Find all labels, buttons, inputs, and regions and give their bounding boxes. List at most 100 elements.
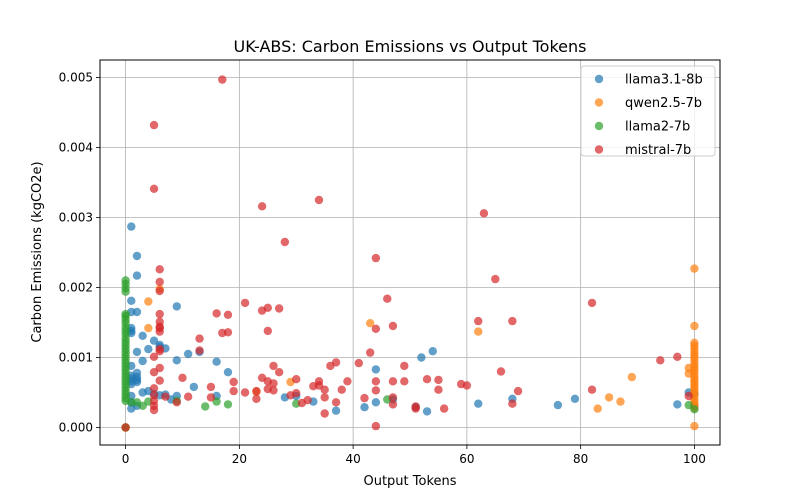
data-point-mistral-7b	[411, 404, 420, 413]
data-point-mistral-7b	[388, 321, 398, 331]
data-point-mistral-7b	[155, 286, 164, 296]
data-point-mistral-7b	[422, 375, 432, 384]
data-point-mistral-7b	[326, 361, 335, 371]
data-point-mistral-7b	[434, 375, 443, 385]
data-point-llama3-1-8b	[360, 403, 369, 412]
data-point-qwen2-5-7b	[604, 393, 614, 402]
data-point-mistral-7b	[365, 348, 375, 357]
data-point-mistral-7b	[343, 377, 352, 386]
data-point-mistral-7b	[439, 404, 449, 413]
data-point-mistral-7b	[400, 361, 409, 371]
data-point-llama3-1-8b	[127, 222, 136, 231]
legend-marker-llama3-1-8b	[594, 74, 604, 84]
data-point-mistral-7b	[513, 386, 523, 396]
data-point-mistral-7b	[149, 120, 159, 130]
data-point-mistral-7b	[155, 376, 164, 385]
data-point-mistral-7b	[212, 309, 221, 318]
data-points	[121, 75, 699, 432]
data-point-mistral-7b	[161, 392, 170, 401]
data-point-mistral-7b	[257, 306, 267, 315]
data-point-mistral-7b	[274, 304, 284, 313]
data-point-llama3-1-8b	[212, 357, 221, 366]
data-point-mistral-7b	[149, 352, 159, 361]
legend-marker-llama2-7b	[594, 121, 604, 131]
data-point-mistral-7b	[240, 388, 250, 397]
data-point-qwen2-5-7b	[616, 397, 625, 406]
data-point-mistral-7b	[155, 323, 164, 333]
data-point-mistral-7b	[155, 277, 164, 287]
data-point-mistral-7b	[587, 298, 597, 308]
data-point-llama3-1-8b	[132, 251, 142, 261]
data-point-mistral-7b	[371, 377, 381, 386]
legend-label-qwen2-5-7b: qwen2.5-7b	[625, 96, 702, 111]
data-point-qwen2-5-7b	[144, 297, 153, 306]
data-point-mistral-7b	[155, 363, 164, 373]
x-tick-label: 80	[573, 452, 588, 466]
data-point-mistral-7b	[172, 398, 181, 407]
data-point-mistral-7b	[223, 310, 233, 319]
data-point-llama3-1-8b	[127, 296, 136, 305]
data-point-mistral-7b	[155, 347, 164, 356]
data-point-mistral-7b	[673, 352, 682, 361]
data-point-llama3-1-8b	[132, 347, 142, 357]
data-point-mistral-7b	[320, 393, 329, 402]
data-point-qwen2-5-7b	[690, 321, 699, 331]
y-tick-label: 0.002	[59, 281, 93, 295]
y-tick-label: 0.001	[59, 351, 93, 365]
data-point-mistral-7b	[587, 385, 597, 394]
data-point-mistral-7b	[354, 358, 364, 368]
data-point-mistral-7b	[274, 368, 284, 377]
data-point-llama3-1-8b	[428, 347, 437, 356]
data-point-llama3-1-8b	[223, 368, 233, 377]
data-point-llama2-7b	[223, 400, 233, 409]
legend-marker-mistral-7b	[594, 145, 604, 154]
data-point-mistral-7b	[223, 328, 233, 337]
data-point-mistral-7b	[360, 393, 369, 403]
data-point-mistral-7b	[371, 324, 381, 333]
data-point-mistral-7b	[280, 237, 290, 247]
axis-ticks: 0 20 40 60 80 100 0.000 0.001 0.002 0.003 0.004 0.0…	[59, 71, 706, 467]
data-point-mistral-7b	[195, 334, 204, 343]
data-point-mistral-7b	[388, 393, 398, 402]
data-point-mistral-7b	[491, 274, 500, 284]
data-point-mistral-7b	[331, 398, 341, 407]
y-tick-label: 0.000	[59, 421, 93, 435]
y-tick-label: 0.004	[59, 141, 93, 155]
data-point-mistral-7b	[383, 294, 392, 303]
data-point-qwen2-5-7b	[144, 323, 153, 333]
data-point-llama3-1-8b	[371, 398, 381, 407]
data-point-qwen2-5-7b	[690, 264, 699, 273]
x-tick-label: 100	[683, 452, 706, 466]
data-point-llama3-1-8b	[673, 400, 682, 409]
data-point-mistral-7b	[263, 326, 272, 336]
data-point-mistral-7b	[155, 309, 164, 319]
data-point-mistral-7b	[474, 316, 483, 326]
data-point-llama3-1-8b	[553, 400, 563, 410]
data-point-qwen2-5-7b	[627, 372, 637, 382]
data-point-llama3-1-8b	[371, 365, 381, 374]
x-axis-label: Output Tokens	[363, 474, 456, 489]
data-point-qwen2-5-7b	[474, 327, 483, 336]
data-point-mistral-7b	[286, 391, 295, 400]
data-point-mistral-7b	[371, 386, 381, 395]
data-point-llama3-1-8b	[570, 394, 580, 403]
x-tick-label: 40	[345, 452, 360, 466]
data-point-mistral-7b	[183, 392, 193, 401]
x-tick-label: 0	[122, 452, 130, 466]
data-point-mistral-7b	[496, 367, 506, 376]
data-point-qwen2-5-7b	[593, 404, 602, 413]
data-point-mistral-7b	[479, 209, 489, 218]
data-point-mistral-7b	[292, 375, 301, 384]
data-point-mistral-7b	[388, 400, 398, 409]
data-point-mistral-7b	[371, 421, 381, 431]
data-point-mistral-7b	[269, 361, 278, 371]
data-point-mistral-7b	[229, 377, 238, 387]
data-point-llama3-1-8b	[331, 406, 341, 415]
data-point-llama3-1-8b	[422, 407, 432, 416]
legend-label-llama2-7b: llama2-7b	[625, 120, 690, 135]
data-point-mistral-7b	[155, 265, 164, 274]
data-point-llama3-1-8b	[132, 307, 142, 317]
data-point-mistral-7b	[434, 385, 443, 394]
data-point-mistral-7b	[314, 195, 324, 205]
data-point-llama3-1-8b	[183, 349, 193, 359]
